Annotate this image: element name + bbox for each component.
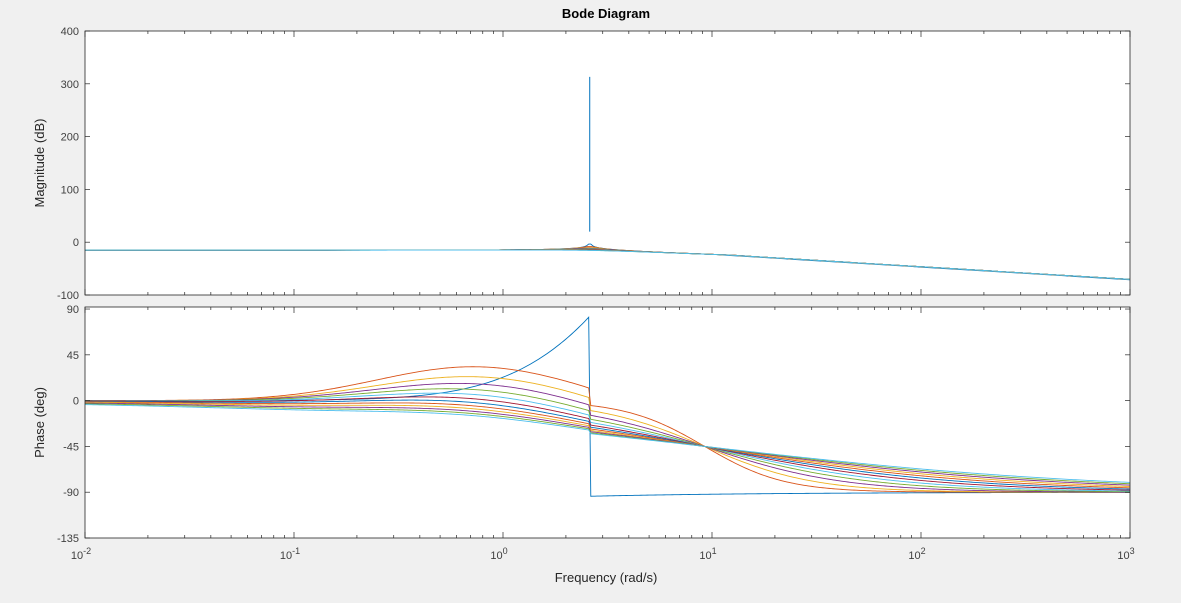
magnitude-series-line [85,249,1131,280]
phase-ylabel: Phase (deg) [32,387,47,458]
phase-series-line [85,366,1131,493]
x-tick-label: 100 [490,546,507,562]
magnitude-axes-background [85,31,1130,295]
phase-series-line [85,388,1131,493]
y-tick-label: 200 [61,132,79,144]
x-tick-label: 10-1 [280,546,300,562]
x-tick-label: 10-2 [71,546,91,562]
phase-series-line [85,376,1130,493]
x-axis-label: Frequency (rad/s) [555,570,658,585]
magnitude-plot-lines [85,76,1131,281]
y-tick-label: -45 [63,441,79,453]
x-tick-label: 101 [699,546,716,562]
magnitude-axes-frame [84,30,1131,296]
phase-ticks: -135 -90 -45 0 45 90 [57,304,1131,545]
phase-axes-frame [84,306,1131,539]
phase-series-line [84,403,1131,485]
y-tick-label: 100 [61,184,79,196]
phase-series-line [84,396,1131,491]
y-tick-label: 90 [67,304,79,316]
y-tick-label: -100 [57,290,79,302]
y-tick-label: -90 [63,487,79,499]
y-tick-label: 300 [61,79,79,91]
chart-title: Bode Diagram [562,6,650,21]
x-tick-label: 102 [908,546,925,562]
y-tick-label: 45 [67,350,79,362]
phase-plot-lines [84,316,1131,497]
x-tick-label: 103 [1117,546,1134,562]
y-tick-label: -135 [57,533,79,545]
y-tick-label: 0 [73,237,79,249]
phase-series-line [84,399,1131,490]
phase-series-line [84,402,1131,486]
x-tick-labels: 10-2 10-1 100 101 102 103 [71,546,1135,562]
phase-series-line [84,401,1131,489]
phase-series-line [84,382,1131,493]
y-tick-label: 400 [61,26,79,38]
phase-series-line [84,404,1131,483]
phase-series-line [84,392,1131,492]
y-tick-label: 0 [73,396,79,408]
magnitude-ylabel: Magnitude (dB) [32,119,47,208]
phase-series-line [84,401,1131,487]
